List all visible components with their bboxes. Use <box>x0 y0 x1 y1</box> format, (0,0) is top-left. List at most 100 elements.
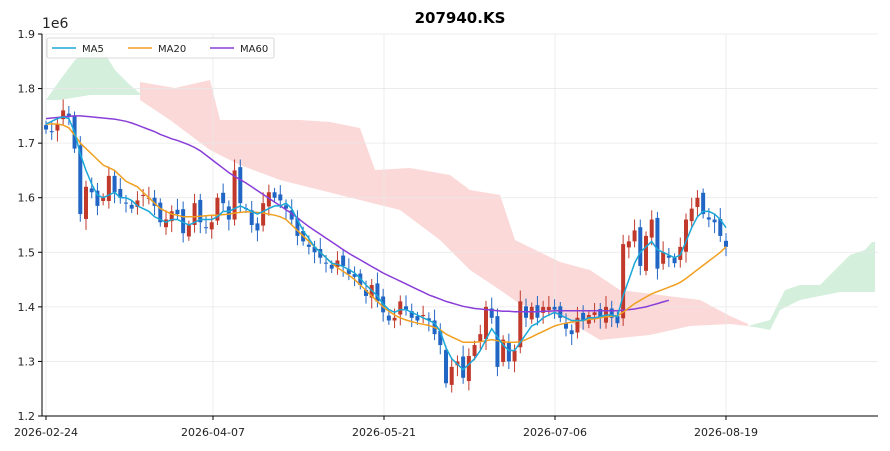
ichimoku-cloud <box>46 46 875 340</box>
candle-body <box>541 306 546 313</box>
candle-body <box>66 113 71 116</box>
candle-body <box>466 355 471 382</box>
candle-body <box>558 306 563 318</box>
bearish-cloud <box>140 80 748 340</box>
candle-body <box>341 255 346 266</box>
candle-body <box>512 350 517 362</box>
candle-body <box>352 274 357 277</box>
candle-body <box>592 312 597 316</box>
legend-label: MA5 <box>82 44 104 55</box>
candle-body <box>404 306 408 310</box>
candle-body <box>672 257 677 264</box>
candle-body <box>501 339 506 362</box>
candle-body <box>689 208 694 222</box>
candle-body <box>55 124 60 131</box>
candle-body <box>684 219 688 252</box>
candle-body <box>158 202 163 223</box>
candle-body <box>449 366 454 385</box>
candle-body <box>649 219 654 238</box>
candle-body <box>609 308 614 318</box>
candle-body <box>61 110 66 120</box>
candle-body <box>472 345 477 356</box>
candle-body <box>238 167 243 204</box>
candle-body <box>615 316 620 324</box>
y-tick-label: 1.3 <box>18 355 36 368</box>
candle-body <box>392 317 397 321</box>
candle-body <box>712 219 717 223</box>
bullish-cloud-right <box>748 242 875 330</box>
candle-body <box>564 322 568 329</box>
candle-body <box>598 309 603 318</box>
y-scale-label: 1e6 <box>42 16 69 32</box>
candle-body <box>89 188 94 193</box>
y-tick-label: 1.6 <box>18 192 36 205</box>
bullish-cloud-left <box>46 46 142 100</box>
candle-body <box>324 262 328 264</box>
candle-body <box>621 244 626 319</box>
candle-body <box>706 217 711 220</box>
legend-label: MA20 <box>158 44 186 55</box>
candle-body <box>444 349 448 384</box>
candle-body <box>284 205 288 209</box>
candle-body <box>398 301 403 315</box>
x-tick-label: 2026-05-21 <box>352 426 416 439</box>
candle-body <box>272 192 277 198</box>
x-tick-label: 2026-04-07 <box>181 426 245 439</box>
candle-body <box>478 334 483 342</box>
candle-body <box>701 192 706 215</box>
candle-body <box>438 330 443 346</box>
candle-body <box>169 211 174 222</box>
candle-body <box>375 283 380 302</box>
chart-title: 207940.KS <box>415 9 506 27</box>
candle-body <box>421 315 426 317</box>
candle-body <box>489 308 494 318</box>
candle-body <box>718 218 723 236</box>
candle-body <box>552 306 557 310</box>
candle-body <box>209 222 214 230</box>
candle-body <box>695 197 700 207</box>
candle-body <box>226 206 231 220</box>
candle-body <box>95 190 100 206</box>
candle-body <box>266 192 271 207</box>
y-tick-label: 1.2 <box>18 410 36 423</box>
candle-body <box>655 217 660 269</box>
candle-body <box>386 315 391 321</box>
candle-body <box>204 227 208 229</box>
candle-body <box>289 210 294 220</box>
legend-box <box>46 37 275 59</box>
candle-body <box>529 306 534 320</box>
candle-body <box>318 249 323 258</box>
candle-body <box>632 230 637 242</box>
ma60-line <box>45 115 670 313</box>
y-tick-label: 1.8 <box>18 83 36 96</box>
candle-body <box>124 202 128 204</box>
candle-body <box>569 330 574 335</box>
candle-body <box>484 306 488 340</box>
candle-body <box>461 356 466 378</box>
x-tick-label: 2026-07-06 <box>523 426 587 439</box>
candle-body <box>118 188 123 198</box>
moving-average-lines <box>45 115 727 371</box>
candle-body <box>232 170 237 220</box>
candle-body <box>106 175 111 201</box>
candle-body <box>186 225 191 237</box>
candle-body <box>135 200 140 207</box>
candle-body <box>644 235 648 271</box>
candle-body <box>152 197 157 206</box>
axes: 1.2 1.3 1.4 1.5 1.6 1.7 1.8 1.9 2026-02-24 2026-0… <box>14 28 878 439</box>
candle-body <box>181 209 186 234</box>
candle-body <box>164 219 168 228</box>
candle-body <box>175 209 180 215</box>
candle-body <box>78 145 83 215</box>
candle-body <box>101 197 106 201</box>
candle-body <box>495 316 500 367</box>
candle-body <box>261 203 266 226</box>
candle-body <box>249 210 254 225</box>
candle-body <box>49 131 54 133</box>
candle-body <box>198 199 203 223</box>
candle-body <box>312 246 317 253</box>
candle-body <box>638 227 643 266</box>
candle-body <box>546 306 551 311</box>
candle-body <box>129 204 134 209</box>
